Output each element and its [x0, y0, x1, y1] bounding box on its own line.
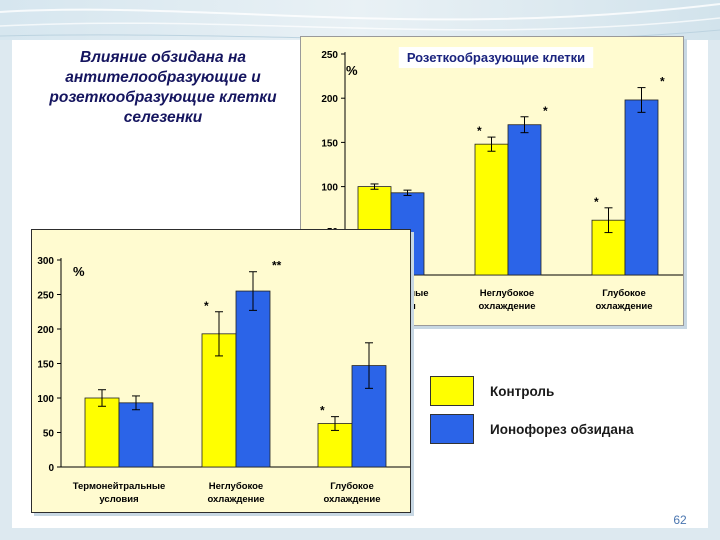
y-tick-label: 200: [37, 325, 54, 336]
x-category-label: Термонейтральные: [73, 481, 166, 492]
significance-marker: *: [477, 124, 482, 138]
x-category-label: охлаждение: [323, 494, 380, 505]
y-tick-label: 250: [321, 50, 338, 61]
x-category-label: Глубокое: [330, 481, 374, 492]
legend-label-obzidan: Ионофорез обзидана: [486, 420, 638, 444]
legend-swatch-control: [430, 376, 474, 406]
y-tick-label: 100: [37, 394, 54, 405]
significance-marker: *: [320, 404, 325, 418]
y-tick-label: 300: [37, 256, 54, 267]
x-category-label: льные: [397, 288, 428, 299]
y-tick-label: 200: [321, 94, 338, 105]
significance-marker: **: [272, 259, 282, 273]
bar-obzidan-3: [624, 99, 659, 276]
slide-title: Влияние обзидана на антителообразующие и…: [49, 49, 277, 126]
legend-swatch-obzidan: [430, 414, 474, 444]
y-axis-label: %: [346, 63, 358, 78]
bar-obzidan-1: [118, 402, 154, 468]
x-category-label: Неглубокое: [209, 481, 263, 492]
bar-obzidan-2: [507, 124, 542, 276]
y-tick-label: 250: [37, 291, 54, 302]
y-tick-label: 50: [43, 429, 55, 440]
page-number: 62: [673, 513, 687, 527]
x-category-label: Неглубокое: [480, 288, 534, 299]
antibody-chart-svg: 0 50 100 150 200 250 300% Термонейтральные услов…: [37, 256, 410, 505]
y-tick-label: 150: [321, 138, 338, 149]
significance-marker: *: [204, 299, 209, 313]
bar-control-1: [84, 397, 120, 468]
y-tick-label: 150: [37, 360, 54, 371]
significance-marker: *: [594, 195, 599, 209]
chart-title: Розеткообразующие клетки: [407, 50, 585, 65]
significance-marker: *: [660, 75, 665, 89]
x-category-label: я: [410, 301, 416, 312]
x-category-label: Глубокое: [602, 288, 646, 299]
significance-marker: *: [543, 104, 548, 118]
x-category-label: охлаждение: [595, 301, 652, 312]
y-axis-label: %: [73, 264, 85, 279]
chart-legend: Контроль Ионофорез обзидана: [430, 374, 660, 454]
x-category-label: условия: [99, 494, 138, 505]
y-tick-label: 0: [48, 463, 54, 474]
x-category-label: охлаждение: [478, 301, 535, 312]
slide-title-box: Влияние обзидана на антителообразующие и…: [32, 44, 294, 128]
x-category-label: охлаждение: [207, 494, 264, 505]
bar-obzidan-2: [235, 290, 271, 468]
chart-title-bg: [398, 47, 594, 68]
y-tick-label: 100: [321, 183, 338, 194]
legend-label-control: Контроль: [486, 382, 559, 406]
antibody-cells-chart: 0 50 100 150 200 250 300% Термонейтральные услов…: [31, 229, 411, 513]
bar-control-2: [474, 143, 509, 276]
